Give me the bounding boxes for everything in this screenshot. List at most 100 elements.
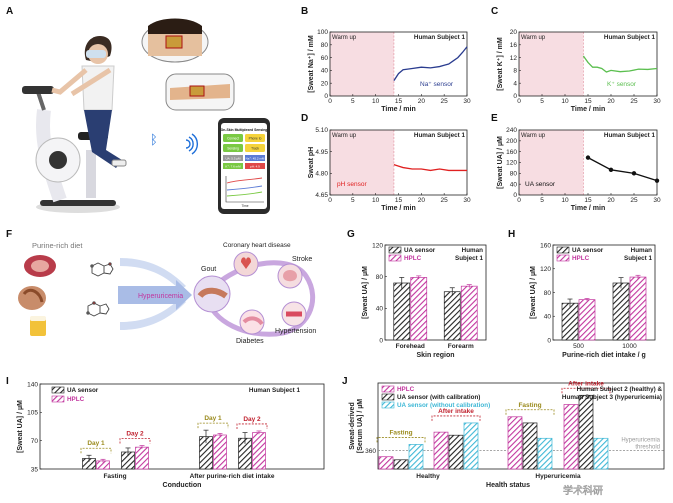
bar [448,434,464,470]
series-line [587,157,658,182]
subgroup-bracket [376,437,426,443]
y-tick-label: 35 [31,466,39,473]
bluetooth-icon: ᛒ [150,132,158,147]
y-tick-label: 80 [510,171,518,178]
bar [561,302,579,341]
legend-ua-with-calibration-swatch [381,393,395,401]
data-point [631,171,637,176]
panel-f-illustration: Purine-rich diet Hyperuricemia Gout Coro… [18,241,316,345]
y-tick-label: 40 [544,314,552,321]
y-axis-title: [Sweat K⁺] / mM [496,37,504,91]
y-tick-label: 5.10 [315,127,328,134]
y-tick-label: 20 [321,80,329,87]
day-label: Day 2 [243,416,261,423]
app-title: On-Skin Multiplexed Sensing [221,128,268,132]
y-axis-title: [Sweat UA] / µM [17,400,24,453]
legend-ua-sensor-swatch [556,246,570,254]
warmup-region [519,130,584,195]
food-image-beer [30,318,46,336]
panel-letter-h: H [508,229,515,240]
x-axis-title: Conduction [163,482,202,489]
data-point [585,155,591,160]
legend-ua-sensor-label: UA sensor [572,247,604,254]
bar [463,422,479,470]
subject-label-line1: Human [462,247,483,254]
subject-label: Human Subject 1 [414,132,466,139]
pancreas-image [239,309,265,335]
series-legend-label: pH sensor [337,181,367,188]
panel-letter-g: G [347,229,355,240]
x-tick-label: 30 [463,197,471,204]
subject-label-line2: Subject 1 [455,255,483,262]
subgroup-label: After intake [568,380,604,387]
forearm-sensor-photo [165,73,235,111]
legend-ua-without-calibration-swatch [381,401,395,409]
bar [537,437,553,470]
x-axis-title: Skin region [416,352,454,359]
x-axis-title: Purine-rich diet intake / g [562,352,646,359]
x-tick-label: 15 [395,197,403,204]
x-tick-label: 10 [561,197,569,204]
panel-letter-j: J [342,376,348,387]
legend-ua-sensor-swatch [388,246,402,254]
app-readout-na: Na⁺: 45.2 mM [246,156,265,160]
warmup-region [330,130,394,195]
bar [460,285,478,341]
x-tick-label: 25 [441,98,449,105]
y-tick-label: 4.95 [315,149,328,156]
legend-ua-sensor-label: UA sensor [404,247,436,254]
x-axis-title: Time / min [571,106,606,113]
bar [433,431,449,470]
x-axis-title: Time / min [381,106,416,113]
chart-e-sweat-uric-acid: Warm up Human Subject 1 0 5 10 15 20 25 30 0 40 80 1… [497,127,661,212]
x-tick-label: 5 [351,98,355,105]
y-tick-label: 4.80 [315,171,328,178]
bar [135,446,149,470]
x-category-label: Forearm [448,343,474,350]
x-tick-label: 20 [607,98,615,105]
panel-letter-b: B [301,6,308,17]
x-tick-label: 5 [540,197,544,204]
x-group-label: After purine-rich diet intake [190,473,275,480]
warmup-label: Warm up [332,35,357,41]
stroke-label: Stroke [292,256,312,263]
y-tick-label: 160 [540,242,551,249]
x-tick-label: 0 [517,197,521,204]
y-tick-label: 80 [321,42,329,49]
day-bracket [197,422,229,429]
bar [408,444,424,470]
panel-letter-e: E [491,113,498,124]
bar [378,456,394,470]
diabetes-label: Diabetes [236,338,264,345]
subject-label: Human Subject 1 [249,387,301,394]
bar [578,394,594,470]
day-bracket [119,438,151,444]
rider [51,36,127,168]
app-connect-button: Connect [227,137,239,141]
y-tick-label: 40 [321,68,329,75]
y-axis-title: Sweat pH [308,147,315,179]
x-axis-title: Health status [486,482,530,489]
chart-i-day-comparison-bars: 35 70 105 140 Day 1 Day 2 Day 1 Day 2 Fasting Aft… [17,381,325,489]
legend-ua-sensor-label: UA sensor [67,387,99,394]
warmup-region [330,32,394,96]
subgroup-label: Fasting [518,402,541,409]
y-tick-label: 16 [510,42,518,49]
x-tick-label: 15 [395,98,403,105]
forehead-sensor-photo [141,18,209,63]
series-legend-label: K⁺ sensor [607,81,637,88]
y-axis-title: [Sweat Na⁺] / mM [307,35,315,93]
x-category-label: 1000 [622,343,637,350]
y-axis-title: [Sweat UA] / µM [530,266,537,319]
plot-frame [384,244,487,341]
bar [393,282,411,341]
app-track-button: Track [251,147,259,151]
hyperuricemia-arrow-label: Hyperuricemia [138,293,183,300]
y-tick-label: 8 [513,68,517,75]
y-tick-label: 4 [513,80,517,87]
chart-c-sweat-potassium: Warm up Human Subject 1 0 5 10 15 20 25 30 0 4 8 12 1… [496,29,661,113]
x-tick-label: 10 [561,98,569,105]
bar [563,404,579,470]
purine-molecule-icon [86,262,114,317]
